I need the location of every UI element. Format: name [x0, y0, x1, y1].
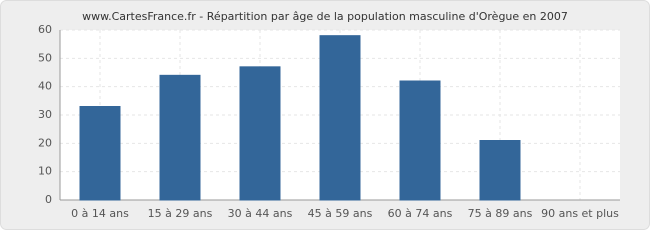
x-tick-label: 0 à 14 ans — [71, 207, 129, 220]
x-tick-label: 75 à 89 ans — [468, 207, 533, 220]
y-tick-label: 0 — [45, 193, 52, 206]
x-tick-label: 60 à 74 ans — [388, 207, 453, 220]
x-tick-label: 30 à 44 ans — [228, 207, 293, 220]
y-tick-label: 60 — [38, 23, 52, 36]
x-tick-label: 15 à 29 ans — [148, 207, 213, 220]
y-tick-label: 20 — [38, 136, 52, 149]
y-tick-label: 50 — [38, 51, 52, 64]
chart: www.CartesFrance.fr - Répartition par âg… — [0, 0, 650, 230]
bar — [319, 35, 361, 201]
bar — [159, 74, 201, 201]
y-tick-label: 30 — [38, 108, 52, 121]
bar — [239, 66, 281, 201]
x-tick-label: 45 à 59 ans — [308, 207, 373, 220]
chart-title: www.CartesFrance.fr - Répartition par âg… — [82, 10, 568, 23]
y-tick-label: 10 — [38, 165, 52, 178]
bar — [79, 106, 121, 201]
y-tick-label: 40 — [38, 80, 52, 93]
bar — [479, 140, 521, 201]
bar — [399, 80, 441, 201]
x-tick-label: 90 ans et plus — [541, 207, 619, 220]
